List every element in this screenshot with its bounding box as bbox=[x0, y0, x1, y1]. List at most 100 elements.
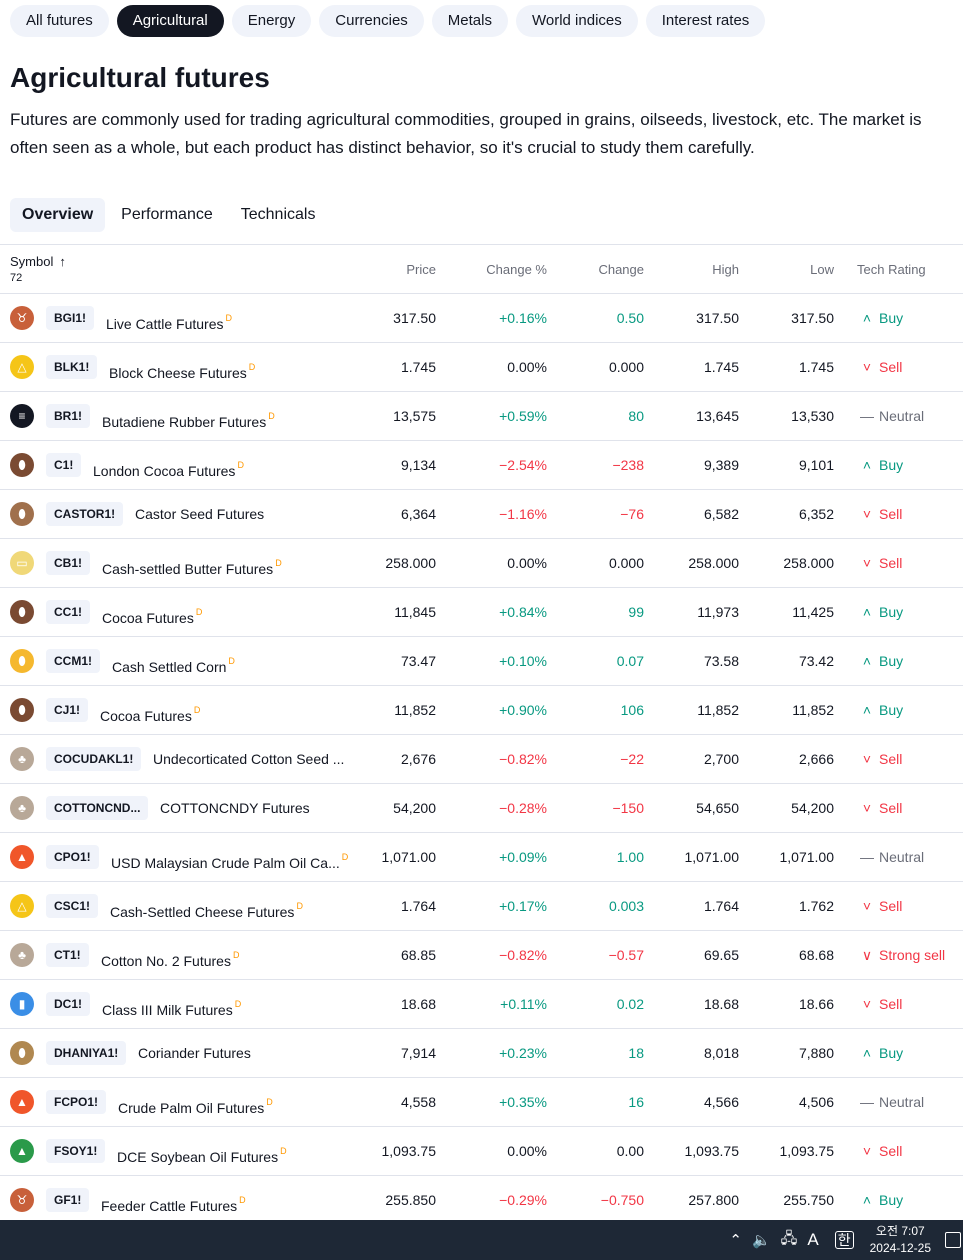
symbol-badge[interactable]: CT1! bbox=[46, 943, 89, 967]
price-cell: 6,364 bbox=[400, 506, 436, 522]
price-cell: 1.745 bbox=[400, 359, 436, 375]
price-cell: 1,071.00 bbox=[381, 849, 437, 865]
notification-icon[interactable] bbox=[945, 1232, 961, 1248]
category-tab-interest-rates[interactable]: Interest rates bbox=[645, 5, 766, 37]
tab-technicals[interactable]: Technicals bbox=[240, 206, 316, 223]
symbol-badge[interactable]: FSOY1! bbox=[46, 1139, 106, 1163]
instrument-name[interactable]: Cash Settled Corn D bbox=[112, 637, 235, 692]
category-tab-world-indices[interactable]: World indices bbox=[515, 5, 638, 37]
instrument-name[interactable]: Cotton No. 2 Futures D bbox=[101, 931, 239, 986]
ime-mode-indicator[interactable]: A bbox=[807, 1230, 819, 1249]
instrument-name-text: Castor Seed Futures bbox=[135, 506, 265, 522]
column-symbol-header[interactable]: Symbol ↑ bbox=[10, 254, 66, 269]
category-tab-energy[interactable]: Energy bbox=[231, 5, 312, 37]
table-row[interactable]: ⬮ CASTOR1! Castor Seed Futures 6,364 −1.16% −… bbox=[0, 490, 963, 539]
table-row[interactable]: ▭ CB1! Cash-settled Butter Futures D 258.000… bbox=[0, 539, 963, 588]
tab-performance[interactable]: Performance bbox=[121, 206, 213, 223]
table-row[interactable]: ▲ CPO1! USD Malaysian Crude Palm Oil Ca...… bbox=[0, 833, 963, 882]
symbol-badge[interactable]: CPO1! bbox=[46, 845, 99, 869]
network-icon[interactable]: 🖧 bbox=[780, 1229, 798, 1247]
table-row[interactable]: ⬮ C1! London Cocoa Futures D 9,134 −2.54% −238… bbox=[0, 441, 963, 490]
table-row[interactable]: ⬮ DHANIYA1! Coriander Futures 7,914 +0.23% 18… bbox=[0, 1029, 963, 1078]
instrument-name[interactable]: Crude Palm Oil Futures D bbox=[118, 1078, 273, 1133]
instrument-name[interactable]: Block Cheese Futures D bbox=[109, 343, 255, 398]
system-tray: ⌃ 🔈 🖧 A 한 오전 7:07 2024-12-25 bbox=[729, 1220, 963, 1260]
instrument-name[interactable]: Butadiene Rubber Futures D bbox=[102, 392, 275, 447]
price-cell: 1.764 bbox=[400, 898, 436, 914]
symbol-badge[interactable]: COTTONCND... bbox=[46, 796, 149, 820]
instrument-name[interactable]: Cash-Settled Cheese Futures D bbox=[110, 882, 303, 937]
column-tech-rating-header[interactable]: Tech Rating bbox=[857, 262, 926, 277]
corn-icon: ⬮ bbox=[10, 649, 34, 673]
symbol-badge[interactable]: DC1! bbox=[46, 992, 91, 1016]
low-cell: 2,666 bbox=[798, 751, 834, 767]
instrument-name[interactable]: Cash-settled Butter Futures D bbox=[102, 539, 282, 594]
symbol-badge[interactable]: BGI1! bbox=[46, 306, 95, 330]
symbol-badge[interactable]: CC1! bbox=[46, 600, 91, 624]
symbol-badge[interactable]: COCUDAKL1! bbox=[46, 747, 142, 771]
high-cell: 317.50 bbox=[696, 310, 739, 326]
column-price-header[interactable]: Price bbox=[406, 262, 436, 277]
instrument-name[interactable]: USD Malaysian Crude Palm Oil Ca... D bbox=[111, 833, 348, 888]
symbol-badge[interactable]: FCPO1! bbox=[46, 1090, 107, 1114]
instrument-name[interactable]: Class III Milk Futures D bbox=[102, 980, 241, 1035]
instrument-name[interactable]: Cocoa Futures D bbox=[102, 588, 202, 643]
cotton-icon: ♣ bbox=[10, 747, 34, 771]
table-row[interactable]: ♉ GF1! Feeder Cattle Futures D 255.850 −0.29%… bbox=[0, 1176, 963, 1225]
speaker-icon[interactable]: 🔈 bbox=[751, 1232, 771, 1249]
symbol-badge[interactable]: CASTOR1! bbox=[46, 502, 124, 526]
instrument-name[interactable]: DCE Soybean Oil Futures D bbox=[117, 1127, 287, 1182]
tech-rating-label: Sell bbox=[879, 898, 903, 914]
table-row[interactable]: ▮ DC1! Class III Milk Futures D 18.68 +0.11% 0… bbox=[0, 980, 963, 1029]
table-row[interactable]: ⬮ CCM1! Cash Settled Corn D 73.47 +0.10% 0.07 7… bbox=[0, 637, 963, 686]
category-tab-metals[interactable]: Metals bbox=[431, 5, 508, 37]
clock[interactable]: 오전 7:07 2024-12-25 bbox=[870, 1223, 931, 1257]
high-cell: 9,389 bbox=[703, 457, 739, 473]
table-row[interactable]: △ BLK1! Block Cheese Futures D 1.745 0.00% 0.0… bbox=[0, 343, 963, 392]
instrument-name[interactable]: Cocoa Futures D bbox=[100, 686, 200, 741]
change-cell: 0.07 bbox=[616, 653, 644, 669]
category-tab-agricultural[interactable]: Agricultural bbox=[116, 5, 224, 37]
instrument-name[interactable]: Undecorticated Cotton Seed ... bbox=[153, 735, 344, 784]
ime-language-indicator[interactable]: 한 bbox=[834, 1231, 854, 1249]
price-cell: 18.68 bbox=[400, 996, 436, 1012]
symbol-badge[interactable]: DHANIYA1! bbox=[46, 1041, 127, 1065]
table-row[interactable]: ♣ COTTONCND... COTTONCNDY Futures 54,200 −0.… bbox=[0, 784, 963, 833]
category-tab-currencies[interactable]: Currencies bbox=[319, 5, 424, 37]
instrument-name[interactable]: Coriander Futures bbox=[138, 1029, 251, 1078]
symbol-badge[interactable]: CJ1! bbox=[46, 698, 89, 722]
table-row[interactable]: △ CSC1! Cash-Settled Cheese Futures D 1.764 +… bbox=[0, 882, 963, 931]
table-row[interactable]: ≡ BR1! Butadiene Rubber Futures D 13,575 +0.5… bbox=[0, 392, 963, 441]
symbol-badge[interactable]: GF1! bbox=[46, 1188, 90, 1212]
symbol-badge[interactable]: C1! bbox=[46, 453, 82, 477]
symbol-badge[interactable]: CB1! bbox=[46, 551, 91, 575]
instrument-name-text: Block Cheese Futures bbox=[109, 365, 247, 381]
instrument-name[interactable]: COTTONCNDY Futures bbox=[160, 784, 310, 833]
table-row[interactable]: ♉ BGI1! Live Cattle Futures D 317.50 +0.16% 0.… bbox=[0, 294, 963, 343]
table-row[interactable]: ▲ FCPO1! Crude Palm Oil Futures D 4,558 +0.35… bbox=[0, 1078, 963, 1127]
column-high-header[interactable]: High bbox=[712, 262, 739, 277]
oil-drop-icon: ▲ bbox=[10, 1090, 34, 1114]
symbol-badge[interactable]: BLK1! bbox=[46, 355, 98, 379]
table-row[interactable]: ♣ CT1! Cotton No. 2 Futures D 68.85 −0.82% −0.… bbox=[0, 931, 963, 980]
tech-rating: ˅ Sell bbox=[860, 784, 902, 833]
chevron-up-icon[interactable]: ⌃ bbox=[729, 1232, 742, 1249]
table-row[interactable]: ▲ FSOY1! DCE Soybean Oil Futures D 1,093.75 0… bbox=[0, 1127, 963, 1176]
instrument-name[interactable]: Feeder Cattle Futures D bbox=[101, 1176, 246, 1231]
table-row[interactable]: ⬮ CC1! Cocoa Futures D 11,845 +0.84% 99 11,973 1… bbox=[0, 588, 963, 637]
tab-overview[interactable]: Overview bbox=[10, 198, 106, 232]
column-low-header[interactable]: Low bbox=[810, 262, 834, 277]
instrument-name-text: Cash-settled Butter Futures bbox=[102, 561, 274, 577]
symbol-badge[interactable]: BR1! bbox=[46, 404, 91, 428]
table-row[interactable]: ⬮ CJ1! Cocoa Futures D 11,852 +0.90% 106 11,852… bbox=[0, 686, 963, 735]
column-change-header[interactable]: Change bbox=[598, 262, 644, 277]
table-row[interactable]: ♣ COCUDAKL1! Undecorticated Cotton Seed ..… bbox=[0, 735, 963, 784]
category-tab-all-futures[interactable]: All futures bbox=[10, 5, 109, 37]
symbol-badge[interactable]: CSC1! bbox=[46, 894, 99, 918]
instrument-name[interactable]: London Cocoa Futures D bbox=[93, 441, 244, 496]
symbol-badge[interactable]: CCM1! bbox=[46, 649, 100, 673]
column-change-pct-header[interactable]: Change % bbox=[486, 262, 547, 277]
instrument-name[interactable]: Castor Seed Futures bbox=[135, 490, 264, 539]
instrument-name[interactable]: Live Cattle Futures D bbox=[106, 294, 232, 349]
high-cell: 1.745 bbox=[703, 359, 739, 375]
